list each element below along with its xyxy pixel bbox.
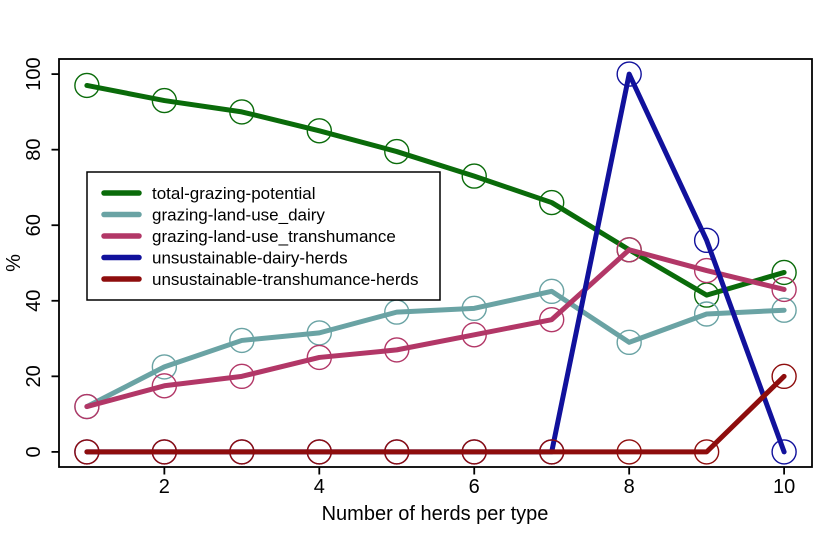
x-axis-tick-label: 4	[314, 476, 325, 498]
data-point-marker	[229, 327, 255, 354]
data-point-marker	[384, 439, 410, 465]
data-point-marker	[461, 295, 487, 322]
data-point-marker	[771, 259, 797, 286]
x-axis-tick-label: 2	[159, 476, 170, 498]
data-point-marker	[539, 189, 565, 216]
legend-item: unsustainable-dairy-herds	[101, 249, 348, 268]
x-axis-tick-label: 10	[773, 476, 795, 498]
data-point-marker	[74, 393, 100, 420]
data-point-marker	[693, 301, 720, 327]
data-point-marker	[771, 297, 797, 323]
legend-item: total-grazing-potential	[101, 184, 315, 203]
data-point-marker	[74, 439, 100, 465]
data-point-marker	[771, 363, 797, 390]
data-point-marker	[616, 61, 642, 87]
data-point-marker	[539, 306, 565, 333]
data-point-marker	[151, 439, 178, 465]
series-line	[84, 247, 787, 410]
y-axis-tick-label: 100	[23, 57, 45, 90]
data-point-marker	[306, 439, 332, 465]
data-point-marker	[229, 99, 255, 125]
series-line	[84, 82, 787, 298]
y-axis-tick-label: 20	[23, 365, 45, 387]
series-line	[84, 288, 787, 410]
x-axis-tick-label: 8	[624, 476, 635, 498]
data-point-marker	[461, 439, 487, 465]
data-point-marker	[461, 163, 487, 189]
data-point-marker	[616, 329, 642, 356]
legend-item: unsustainable-transhumance-herds	[101, 270, 419, 289]
data-point-marker	[151, 87, 178, 114]
legend-box	[86, 171, 441, 301]
legend: total-grazing-potential grazing-land-use_…	[86, 171, 441, 301]
data-point-marker	[693, 227, 720, 254]
data-point-marker	[384, 138, 410, 165]
data-point-marker	[306, 118, 332, 144]
x-axis-title: Number of herds per type	[322, 503, 549, 525]
data-point-marker	[306, 344, 332, 371]
plot-frame	[58, 58, 813, 468]
data-point-marker	[771, 439, 797, 465]
data-point-marker	[151, 354, 178, 380]
data-point-marker	[229, 439, 255, 465]
data-point-marker	[151, 373, 178, 399]
y-axis-tick-label: 80	[23, 139, 45, 161]
y-axis-title: %	[3, 254, 25, 272]
legend-label: unsustainable-transhumance-herds	[152, 270, 419, 289]
data-point-marker	[539, 278, 565, 305]
legend-label: total-grazing-potential	[152, 184, 315, 203]
legend-label: unsustainable-dairy-herds	[152, 249, 348, 268]
data-point-marker	[539, 439, 565, 465]
legend-label: grazing-land-use_dairy	[152, 206, 325, 225]
data-point-marker	[616, 439, 642, 465]
legend-item: grazing-land-use_dairy	[101, 206, 325, 225]
series-line	[84, 373, 787, 455]
y-axis-tick-label: 40	[23, 290, 45, 312]
x-axis-tick-label: 6	[469, 476, 480, 498]
y-axis-tick-label: 0	[23, 446, 45, 457]
plot-content: 2 4 6 8 10020406080100total-grazing-potentia…	[23, 57, 813, 498]
data-point-marker	[616, 237, 642, 263]
data-point-marker	[74, 72, 100, 99]
data-point-marker	[229, 363, 255, 390]
data-point-marker	[693, 439, 720, 465]
series-unsustainable-transhumance-herds	[74, 363, 797, 465]
series-grazing-land-use_transhumance	[74, 237, 797, 420]
legend-item: grazing-land-use_transhumance	[101, 227, 396, 246]
data-point-marker	[771, 276, 797, 303]
data-point-marker	[384, 337, 410, 363]
legend-label: grazing-land-use_transhumance	[152, 227, 396, 246]
y-axis-tick-label: 60	[23, 214, 45, 236]
data-point-marker	[461, 322, 487, 348]
